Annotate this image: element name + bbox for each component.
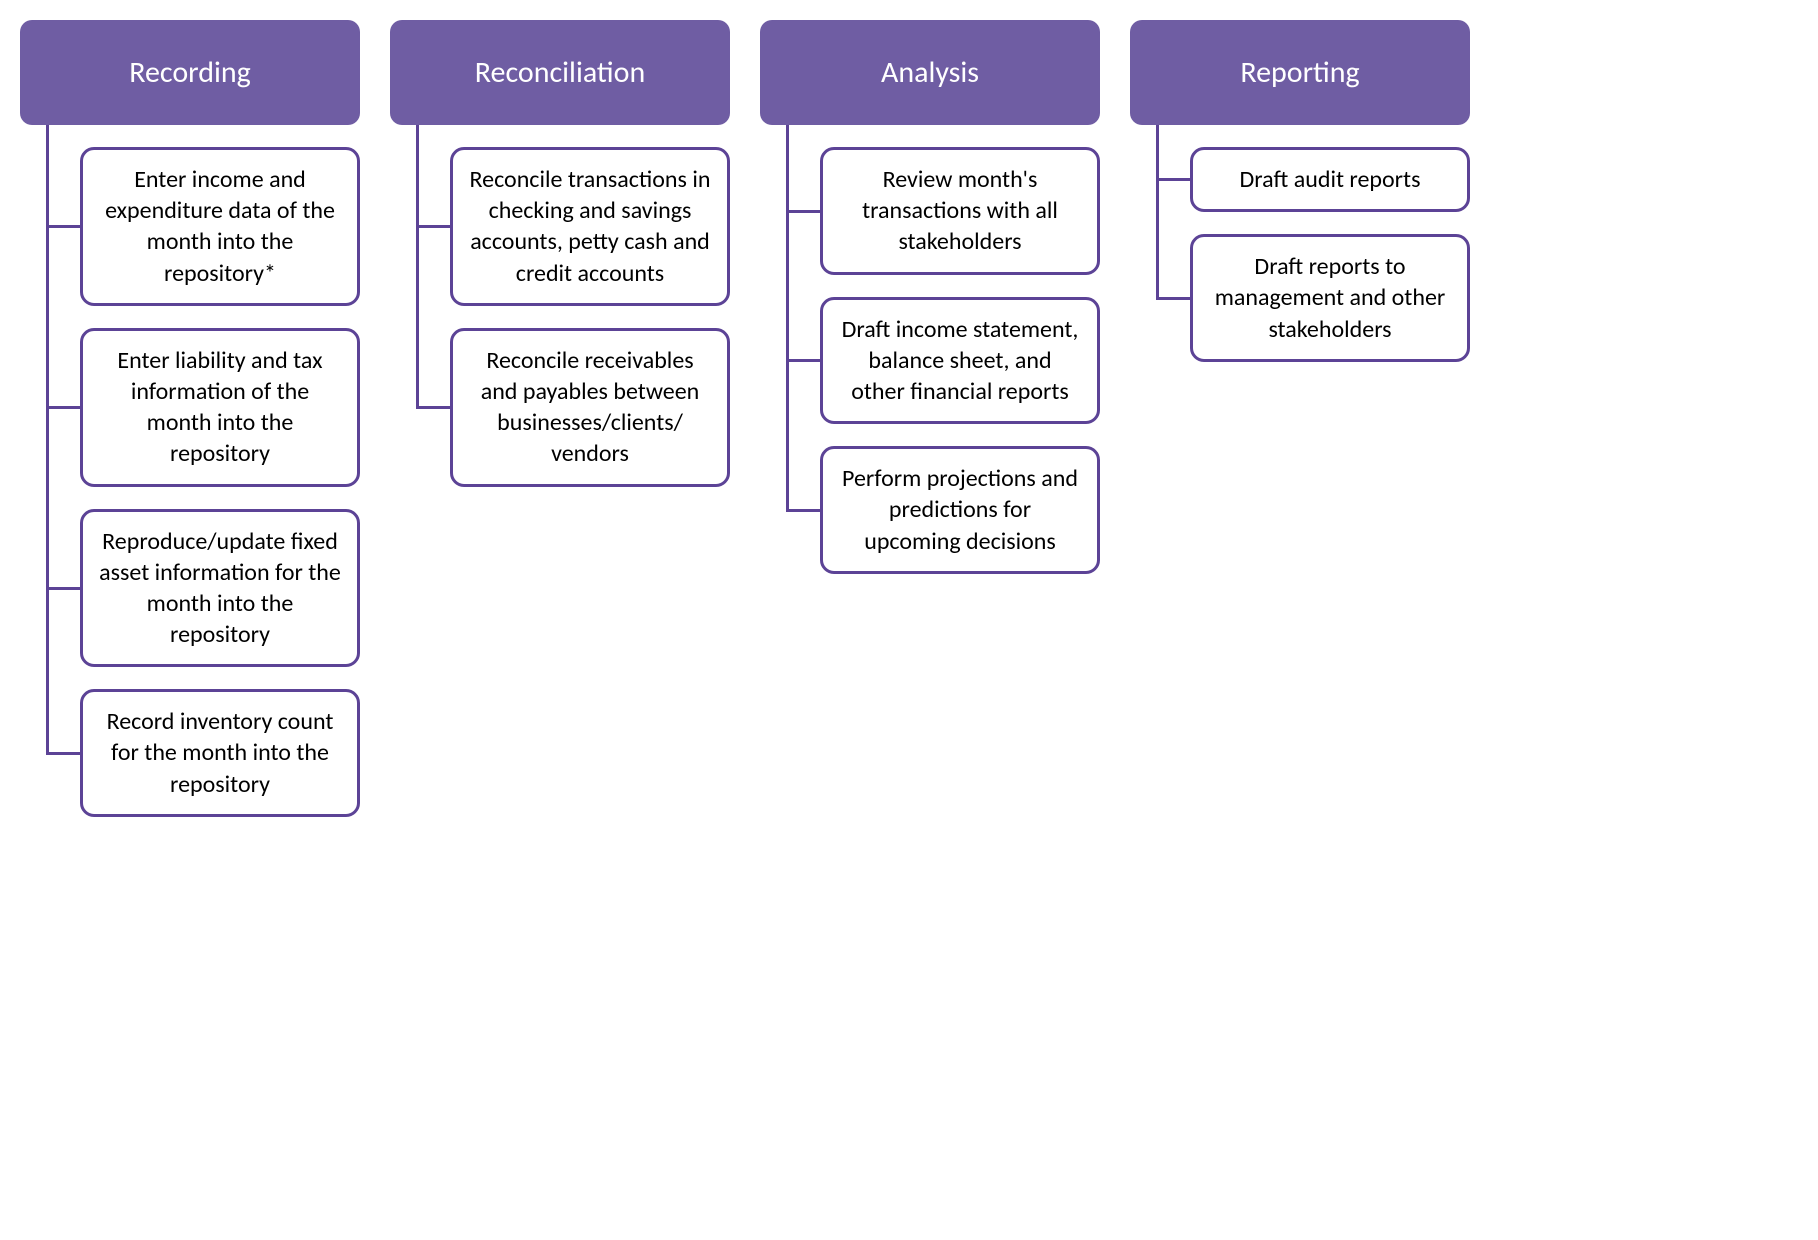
connector [786, 424, 820, 574]
item-box: Review month's transactions with all sta… [820, 147, 1100, 275]
item-row: Reconcile receivables and payables betwe… [416, 306, 730, 487]
item-box: Reconcile transactions in checking and s… [450, 147, 730, 306]
items-container: Draft audit reports Draft reports to mana… [1156, 125, 1470, 362]
item-box: Draft reports to management and other st… [1190, 234, 1470, 362]
item-box: Reconcile receivables and payables betwe… [450, 328, 730, 487]
item-row: Draft reports to management and other st… [1156, 212, 1470, 362]
item-box: Reproduce/update fixed asset information… [80, 509, 360, 668]
item-row: Enter income and expenditure data of the… [46, 125, 360, 306]
column-header: Recording [20, 20, 360, 125]
connector [46, 487, 80, 668]
item-row: Review month's transactions with all sta… [786, 125, 1100, 275]
column-header: Reconciliation [390, 20, 730, 125]
connector [416, 306, 450, 487]
connector [46, 125, 80, 306]
item-box: Draft audit reports [1190, 147, 1470, 212]
item-box: Draft income statement, balance sheet, a… [820, 297, 1100, 425]
column-header: Analysis [760, 20, 1100, 125]
item-box: Enter income and expenditure data of the… [80, 147, 360, 306]
item-box: Record inventory count for the month int… [80, 689, 360, 817]
items-container: Enter income and expenditure data of the… [46, 125, 360, 817]
connector [46, 306, 80, 487]
item-row: Reconcile transactions in checking and s… [416, 125, 730, 306]
item-row: Reproduce/update fixed asset information… [46, 487, 360, 668]
item-row: Draft income statement, balance sheet, a… [786, 275, 1100, 425]
connector [786, 275, 820, 425]
item-box: Enter liability and tax information of t… [80, 328, 360, 487]
items-container: Review month's transactions with all sta… [786, 125, 1100, 574]
connector [786, 125, 820, 275]
item-box: Perform projections and predictions for … [820, 446, 1100, 574]
item-row: Record inventory count for the month int… [46, 667, 360, 817]
connector [46, 667, 80, 817]
connector [1156, 125, 1190, 212]
column: Reporting Draft audit reports Draft report… [1130, 20, 1470, 362]
item-row: Perform projections and predictions for … [786, 424, 1100, 574]
column: Recording Enter income and expenditure da… [20, 20, 360, 817]
column: Analysis Review month's transactions with… [760, 20, 1100, 574]
column: Reconciliation Reconcile transactions in … [390, 20, 730, 487]
item-row: Enter liability and tax information of t… [46, 306, 360, 487]
connector [416, 125, 450, 306]
items-container: Reconcile transactions in checking and s… [416, 125, 730, 487]
item-row: Draft audit reports [1156, 125, 1470, 212]
process-diagram: Recording Enter income and expenditure da… [20, 20, 1798, 817]
connector [1156, 212, 1190, 362]
column-header: Reporting [1130, 20, 1470, 125]
